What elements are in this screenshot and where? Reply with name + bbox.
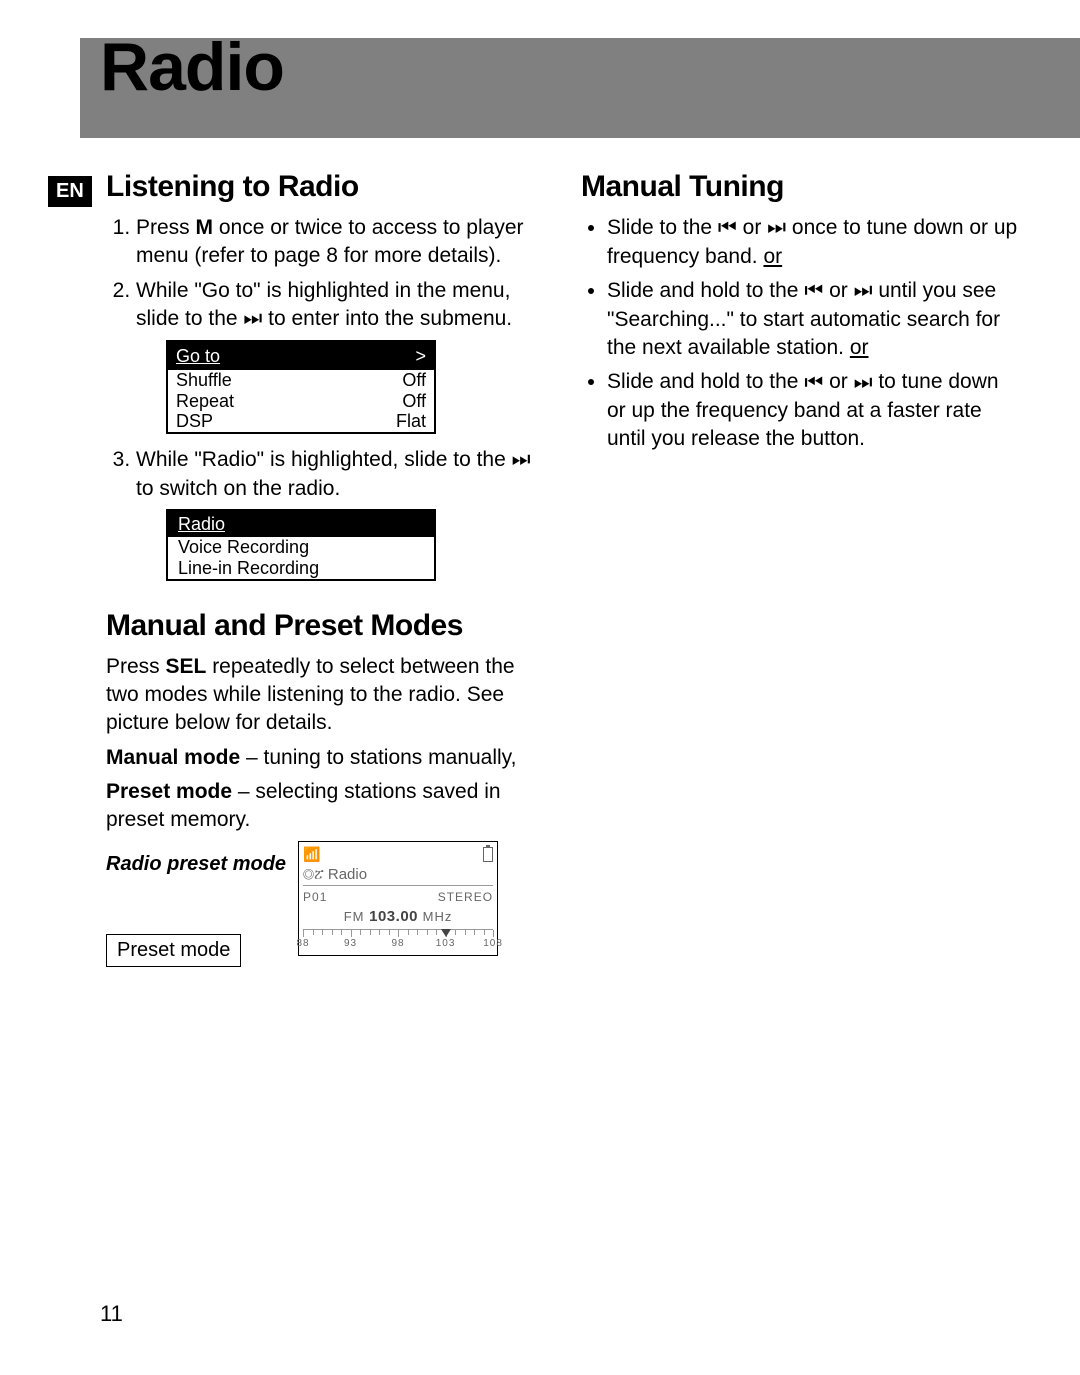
next-icon: ⏭ xyxy=(767,214,786,242)
preset-label-box: Preset mode xyxy=(106,934,241,967)
frequency-display: FM 103.00 MHz xyxy=(303,908,493,925)
key-m: M xyxy=(196,216,214,239)
menu-radio: Radio Voice Recording Line-in Recording xyxy=(166,509,436,581)
menu-goto-header: Go to > xyxy=(168,342,434,370)
step-2: While "Go to" is highlighted in the menu… xyxy=(136,277,545,434)
next-icon: ⏭ xyxy=(512,446,531,474)
page-number: 11 xyxy=(100,1301,123,1327)
menu-row: DSPFlat xyxy=(168,411,434,432)
section-heading-modes: Manual and Preset Modes xyxy=(106,609,545,643)
tuning-bullets: Slide to the ⏮ or ⏭ once to tune down or… xyxy=(581,214,1020,454)
right-column: Manual Tuning Slide to the ⏮ or ⏭ once t… xyxy=(581,170,1020,967)
key-sel: SEL xyxy=(166,655,207,678)
section-heading-tuning: Manual Tuning xyxy=(581,170,1020,204)
header-bar: Radio xyxy=(80,38,1080,138)
menu-goto: Go to > ShuffleOff RepeatOff DSPFlat xyxy=(166,340,436,434)
next-icon: ⏭ xyxy=(854,277,873,305)
menu-row: ShuffleOff xyxy=(168,370,434,391)
language-badge: EN xyxy=(48,176,92,207)
step-1: Press M once or twice to access to playe… xyxy=(136,214,545,271)
dial-icon: ◎ፘ xyxy=(303,866,324,883)
manual-mode-line: Manual mode – tuning to stations manuall… xyxy=(106,744,545,772)
prev-icon: ⏮ xyxy=(804,277,823,305)
next-icon: ⏭ xyxy=(854,369,873,397)
prev-icon: ⏮ xyxy=(804,369,823,397)
next-icon: ⏭ xyxy=(243,305,262,333)
battery-icon xyxy=(483,847,493,862)
left-column: Listening to Radio Press M once or twice… xyxy=(106,170,545,967)
content: Listening to Radio Press M once or twice… xyxy=(106,170,1020,967)
page-title: Radio xyxy=(100,28,284,106)
section-heading-listening: Listening to Radio xyxy=(106,170,545,204)
prev-icon: ⏮ xyxy=(718,214,737,242)
modes-intro: Press SEL repeatedly to select between t… xyxy=(106,653,545,738)
bullet-1: Slide to the ⏮ or ⏭ once to tune down or… xyxy=(607,214,1020,271)
frequency-scale: 889398103108 xyxy=(303,929,493,951)
menu-row: RepeatOff xyxy=(168,391,434,412)
antenna-icon: 📶 xyxy=(303,846,321,863)
step-3: While "Radio" is highlighted, slide to t… xyxy=(136,446,545,581)
bullet-2: Slide and hold to the ⏮ or ⏭ until you s… xyxy=(607,277,1020,362)
radio-screen: 📶 ◎ፘ Radio P01 STEREO FM 103.00 MHz 8893… xyxy=(298,841,498,956)
preset-mode-line: Preset mode – selecting stations saved i… xyxy=(106,778,545,835)
bullet-3: Slide and hold to the ⏮ or ⏭ to tune dow… xyxy=(607,368,1020,453)
stereo-label: STEREO xyxy=(438,890,493,904)
listening-steps: Press M once or twice to access to playe… xyxy=(106,214,545,581)
preset-caption: Radio preset mode xyxy=(106,853,286,876)
preset-diagram: Radio preset mode Preset mode 📶 ◎ፘ Radio… xyxy=(106,841,545,967)
preset-number: P01 xyxy=(303,890,327,904)
